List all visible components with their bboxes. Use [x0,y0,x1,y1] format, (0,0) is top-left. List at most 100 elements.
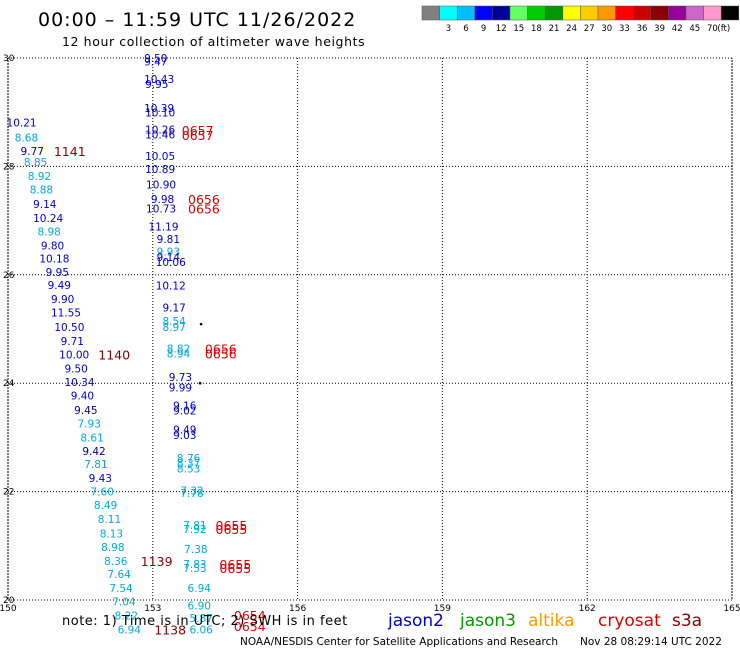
color-swatch [492,5,511,21]
swh-value-label: 10.05 [145,151,175,163]
pass-time-label: 0654 [234,619,266,634]
color-scale-label: 45 [689,24,700,34]
swh-value-label: 8.36 [104,556,128,568]
swh-value-label: 9.80 [41,241,64,253]
swh-value-label: 9.47 [144,56,167,68]
swh-value-label: 10.10 [145,108,175,120]
color-swatch [580,5,599,21]
color-scale-label: 30 [601,24,612,34]
axis-tick-labels: 150 153 156 159 162 165 20 22 24 26 28 30 [0,54,740,614]
swh-value-label: 7.81 [183,520,206,532]
satellite-legend-item: jason3 [459,611,516,631]
swh-value-label: 7.92 [183,524,206,536]
x-tick-label: 165 [723,604,740,614]
satellite-legend-item: cryosat [598,611,661,631]
track-dot [199,322,203,326]
satellite-legend-item: altika [528,611,575,631]
color-swatch [439,5,458,21]
color-scale-label: 3 [446,24,451,34]
swh-value-label: 10.46 [145,129,175,141]
swh-value-label: 9.49 [173,424,196,436]
swh-value-label: 9.90 [51,294,74,306]
swh-value-label: 9.40 [71,391,94,403]
chart-subtitle: 12 hour collection of altimeter wave hei… [62,34,365,49]
y-tick-label: 30 [3,54,15,64]
color-scale-label: 70 [707,24,718,34]
swh-value-label: 7.54 [109,583,133,595]
pass-time-label: 0656 [205,346,237,361]
footnote: note: 1) Time is in UTC; 2) SWH is in fe… [62,614,348,629]
pass-time-label: 0655 [219,561,251,576]
credit-line: NOAA/NESDIS Center for Satellite Applica… [240,636,558,648]
pass-time-label: 0655 [216,518,248,533]
swh-value-label: 9.17 [162,302,185,314]
swh-data-labels: 9.509.4710.439.9510.3910.1010.2110.2610.… [7,53,266,637]
pass-time-label: 0656 [205,342,237,357]
swh-value-label: 9.42 [82,446,105,458]
swh-value-label: 9.93 [157,246,180,258]
swh-value-label: 8.98 [37,226,60,238]
swh-value-label: 6.06 [189,624,213,636]
swh-value-label: 7.93 [78,418,101,430]
x-tick-label: 156 [289,604,306,614]
color-swatch [615,5,634,21]
color-swatch [509,5,528,21]
swh-value-label: 8.76 [177,453,201,465]
swh-value-label: 9.14 [157,252,181,264]
color-swatch [720,5,740,21]
swh-value-label: 7.32 [180,486,203,498]
swh-value-label: 9.99 [169,383,192,395]
swh-value-label: 6.94 [118,624,142,636]
color-scale-label: 15 [513,24,524,34]
pass-time-label: 0656 [188,192,220,207]
x-tick-label: 159 [434,604,451,614]
swh-value-label: 9.50 [144,53,167,65]
swh-value-label: 11.55 [51,308,81,320]
swh-value-label: 8.53 [177,463,200,475]
y-tick-label: 20 [3,596,15,606]
swh-value-label: 9.73 [169,372,192,384]
pass-time-label: 0656 [188,202,220,217]
swh-value-label: 9.14 [33,199,57,211]
track-dot [198,381,202,385]
color-swatch [544,5,564,21]
pass-time-label: 1141 [54,144,86,159]
swh-value-label: 7.64 [107,569,131,581]
swh-value-label: 8.94 [167,348,191,360]
swh-value-label: 10.89 [145,164,175,176]
color-scale-label: 36 [637,24,648,34]
swh-value-label: 7.53 [183,563,206,575]
swh-value-label: 10.26 [145,125,175,137]
swh-value-label: 5.87 [189,613,212,625]
swh-value-label: 9.71 [61,336,84,348]
swh-value-label: 8.92 [28,171,51,183]
swh-value-label: 8.68 [15,133,38,145]
swh-value-label: 8.49 [94,500,117,512]
swh-value-label: 7.83 [183,559,206,571]
color-swatch [562,5,581,21]
swh-value-label: 8.61 [80,432,103,444]
chart-title: 00:00 – 11:59 UTC 11/26/2022 [38,9,356,31]
swh-value-label: 10.06 [156,257,186,269]
color-swatch [421,5,440,21]
color-swatch [456,5,476,21]
swh-value-label: 8.97 [162,322,185,334]
swh-value-label: 8.13 [100,528,123,540]
swh-value-label: 10.34 [64,377,94,389]
color-scale-label: 24 [566,24,577,34]
color-scale-label: 42 [672,24,683,34]
color-scale-label: 39 [654,24,665,34]
swh-value-label: 9.50 [64,364,87,376]
x-tick-label: 153 [144,604,161,614]
color-scale-label: 27 [584,24,595,34]
swh-value-label: 10.21 [7,117,37,129]
swh-value-label: 8.85 [24,157,47,169]
color-scale-label: 21 [549,24,560,34]
swh-value-label: 6.94 [188,583,212,595]
color-swatch [650,5,669,21]
plot-grid [7,57,733,601]
swh-value-label: 9.77 [21,146,44,158]
color-swatch [527,5,546,21]
